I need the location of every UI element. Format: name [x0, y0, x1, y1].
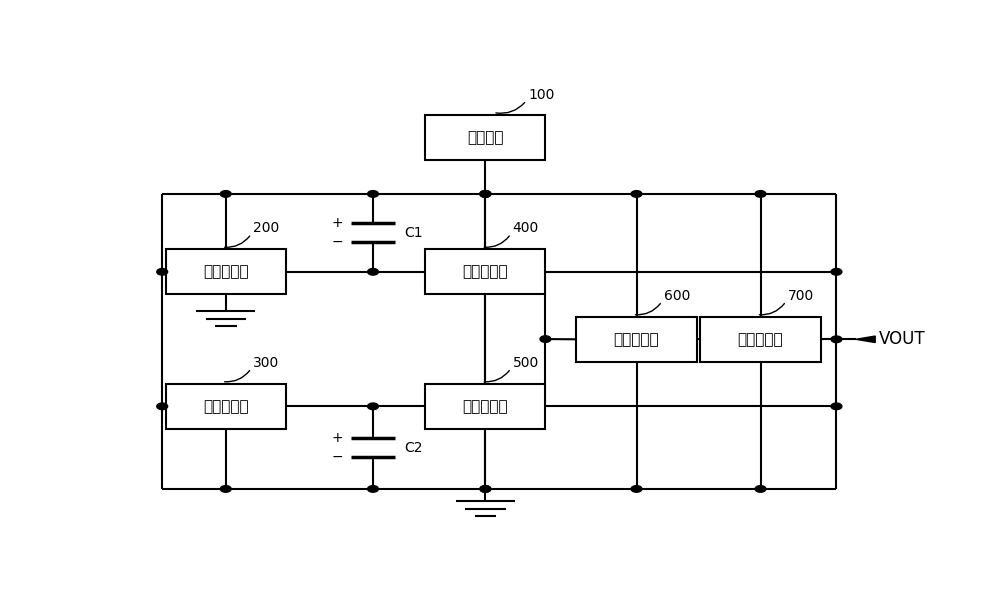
- Circle shape: [157, 268, 168, 275]
- Text: +: +: [332, 431, 343, 445]
- Text: VOUT: VOUT: [879, 330, 926, 348]
- Polygon shape: [856, 336, 875, 343]
- Text: −: −: [332, 450, 343, 464]
- Circle shape: [631, 485, 642, 492]
- Bar: [425, 384, 545, 428]
- Bar: [166, 384, 286, 428]
- Bar: [425, 115, 545, 160]
- Text: 第三反相器: 第三反相器: [614, 332, 659, 347]
- Bar: [166, 249, 286, 294]
- Bar: [700, 317, 821, 362]
- Text: −: −: [332, 235, 343, 249]
- Text: 100: 100: [528, 88, 554, 102]
- Text: 第一电流镜: 第一电流镜: [203, 264, 249, 280]
- Circle shape: [220, 191, 231, 197]
- Circle shape: [831, 336, 842, 343]
- Circle shape: [368, 403, 378, 409]
- Circle shape: [755, 191, 766, 197]
- Circle shape: [157, 403, 168, 409]
- Circle shape: [368, 191, 378, 197]
- Circle shape: [480, 191, 491, 197]
- Text: 300: 300: [253, 356, 279, 370]
- Circle shape: [631, 191, 642, 197]
- Text: 600: 600: [664, 289, 690, 303]
- Text: +: +: [332, 216, 343, 230]
- Text: 400: 400: [512, 221, 539, 235]
- Text: C1: C1: [404, 226, 423, 240]
- Bar: [576, 317, 697, 362]
- Text: C2: C2: [404, 441, 423, 455]
- Text: 第二电流镜: 第二电流镜: [203, 399, 249, 414]
- Circle shape: [755, 485, 766, 492]
- Text: 500: 500: [512, 356, 539, 370]
- Circle shape: [480, 191, 491, 197]
- Text: 第四反相器: 第四反相器: [738, 332, 783, 347]
- Circle shape: [480, 485, 491, 492]
- Text: 第一反相器: 第一反相器: [463, 264, 508, 280]
- Circle shape: [540, 336, 551, 343]
- Circle shape: [480, 191, 491, 197]
- Circle shape: [368, 268, 378, 275]
- Circle shape: [220, 485, 231, 492]
- Circle shape: [831, 268, 842, 275]
- Circle shape: [831, 403, 842, 409]
- Text: 直流电源: 直流电源: [467, 130, 504, 145]
- Circle shape: [480, 485, 491, 492]
- Bar: [425, 249, 545, 294]
- Text: 700: 700: [788, 289, 814, 303]
- Circle shape: [368, 485, 378, 492]
- Text: 200: 200: [253, 221, 279, 235]
- Text: 第二反相器: 第二反相器: [463, 399, 508, 414]
